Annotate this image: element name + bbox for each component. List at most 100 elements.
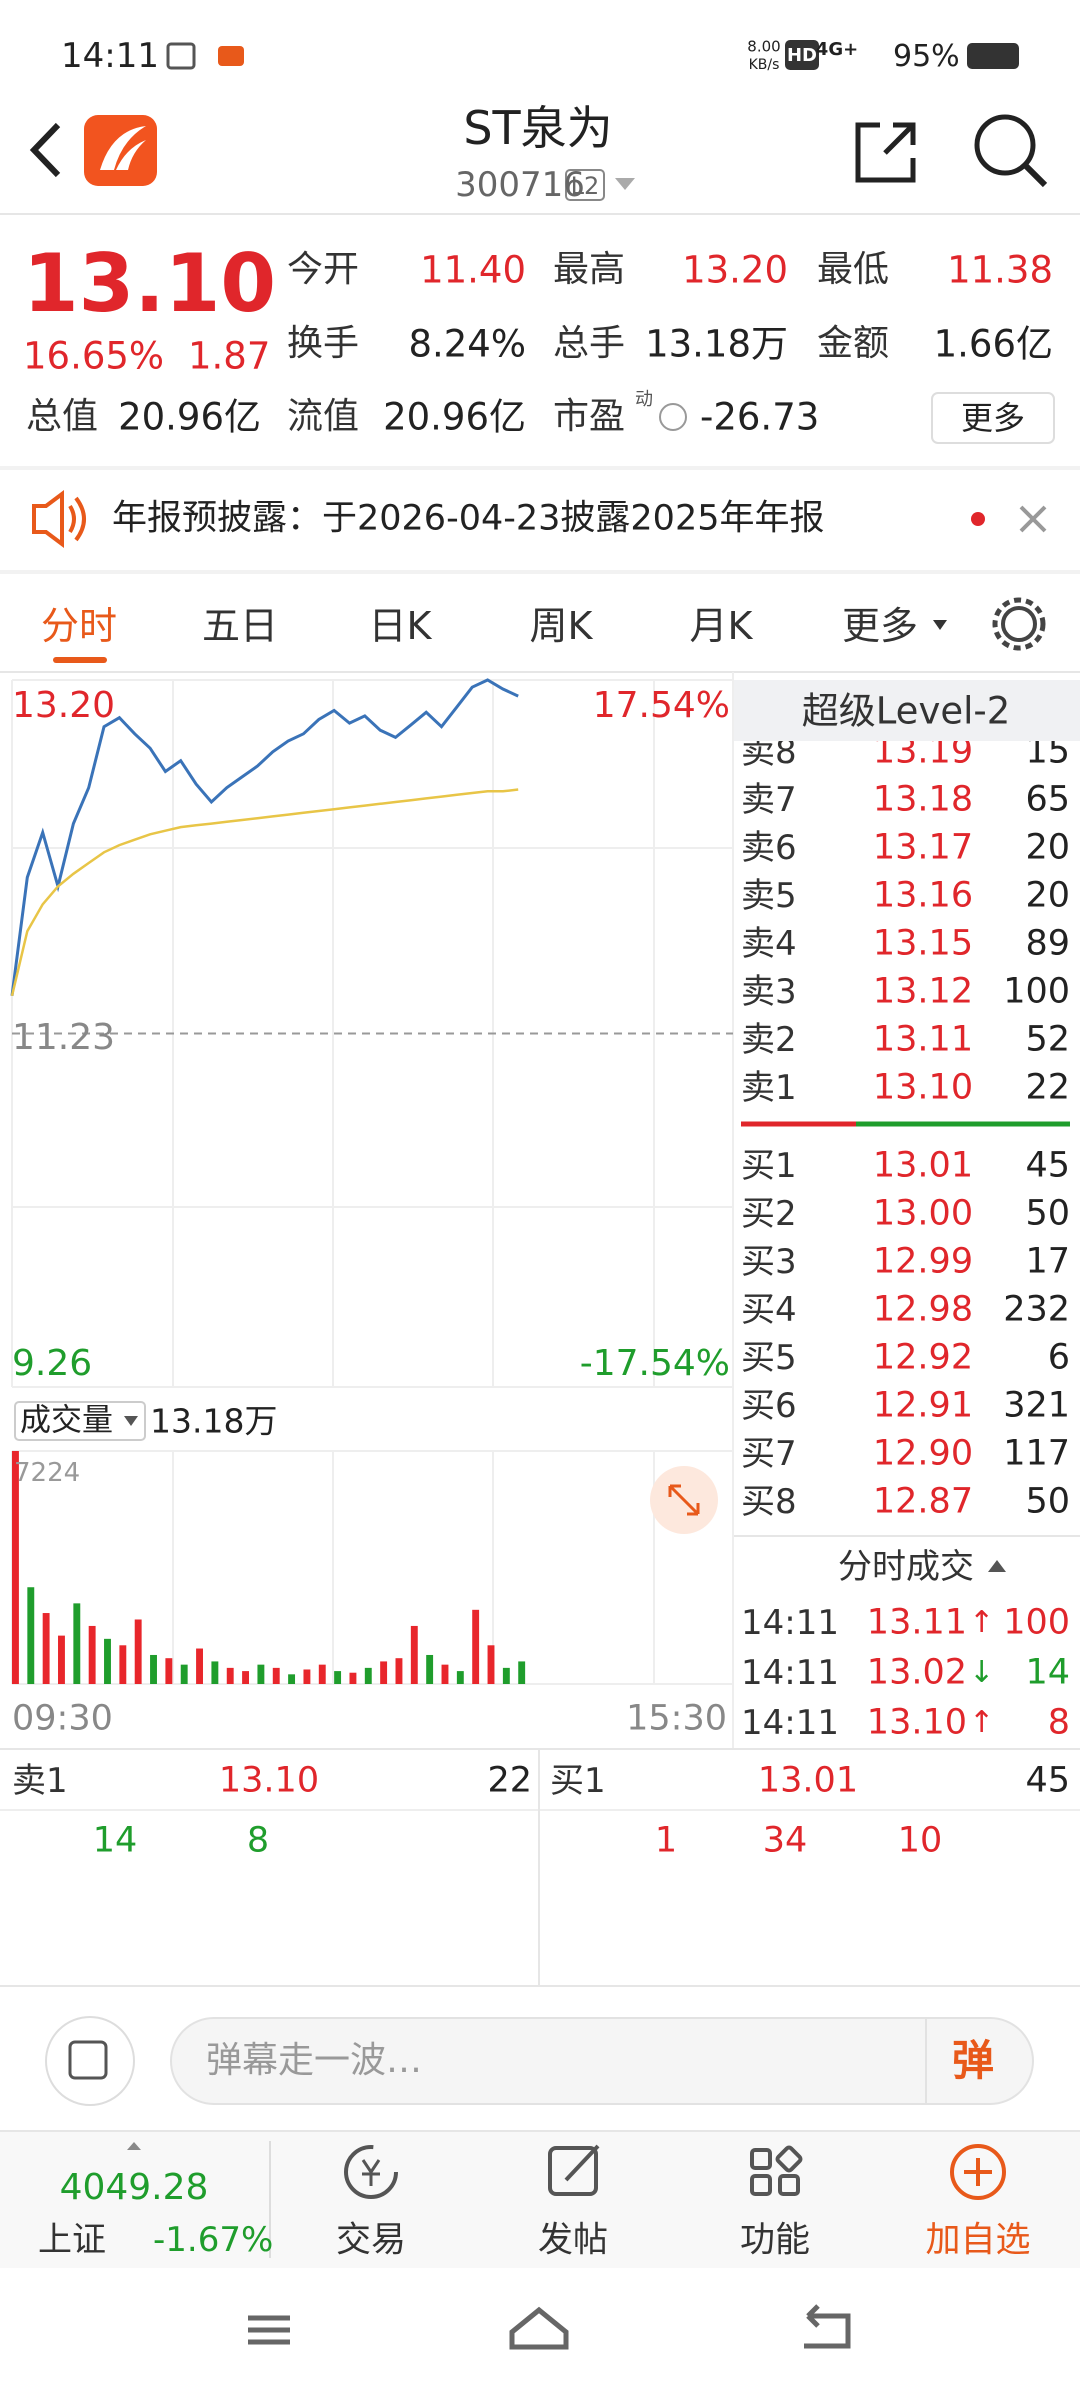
dropdown-arrow[interactable] [933, 620, 947, 630]
volume-bar [226, 1667, 234, 1684]
level-label: L2 [570, 172, 600, 200]
danmu-button[interactable]: 弹 [951, 2036, 995, 2085]
more-button-label[interactable]: 更多 [960, 399, 1026, 437]
stat-label: 总值 [26, 396, 99, 437]
tab[interactable]: 分时 [40, 604, 118, 648]
ask-price: 13.15 [872, 923, 974, 964]
volume-selector[interactable] [14, 1401, 146, 1441]
signal: 4G+ [815, 39, 859, 60]
queue-order: 1 [654, 1820, 678, 1861]
volume-label: 成交量 [20, 1402, 113, 1439]
ask-volume: 100 [1003, 971, 1070, 1012]
ask-volume: 22 [1025, 1067, 1070, 1108]
ask-label: 卖6 [741, 828, 797, 868]
queue-label: 卖1 [12, 1761, 68, 1801]
bid-volume: 45 [1025, 1145, 1070, 1186]
danmu-settings[interactable] [45, 2016, 135, 2106]
chart-frame [11, 672, 734, 1749]
tab[interactable]: 月K [689, 604, 753, 648]
trade-volume: 8 [1047, 1702, 1070, 1743]
index-arrow [127, 2142, 141, 2150]
y2-tick-label: 17.54% [592, 685, 730, 726]
expand-icon [668, 1484, 700, 1516]
y-tick-label: 13.20 [12, 685, 116, 726]
dropdown-arrow[interactable] [615, 178, 635, 190]
volume-bar [150, 1654, 157, 1684]
collapse-arrow[interactable] [988, 1560, 1006, 1572]
volume-bar [395, 1658, 403, 1684]
volume-bar [472, 1609, 480, 1684]
more-button[interactable] [931, 392, 1055, 444]
nav-item[interactable]: 功能 [739, 2220, 811, 2261]
volume-bar [257, 1664, 265, 1684]
system-back[interactable] [804, 2304, 851, 2349]
volume-tick-label: 7224 [14, 1458, 81, 1488]
nav-item[interactable]: 交易 [335, 2220, 407, 2261]
tab[interactable]: 更多 [841, 604, 919, 648]
stat-value: 1.66亿 [933, 322, 1053, 366]
system-menu[interactable] [248, 2315, 290, 2345]
bid-price: 12.92 [872, 1337, 974, 1378]
back-button[interactable] [29, 122, 61, 178]
volume-bar [288, 1674, 296, 1684]
bid-volume: 6 [1047, 1337, 1070, 1378]
tab[interactable]: 周K [529, 604, 593, 648]
danmu-settings-icon [68, 2040, 108, 2080]
status-icon [218, 46, 244, 66]
stat-label: 最低 [817, 249, 890, 290]
index-name: 上证 [38, 2220, 106, 2260]
volume-bar [334, 1671, 342, 1684]
speaker-icon [32, 490, 86, 548]
order-book-title: 超级Level-2 [801, 689, 1011, 733]
change-pct: 16.65% [23, 334, 165, 378]
ask-volume: 52 [1025, 1019, 1070, 1060]
bottom-nav [0, 2131, 1080, 2268]
bid-price: 12.90 [872, 1433, 974, 1474]
nav-item[interactable]: 加自选 [925, 2220, 1031, 2261]
trade-price: 13.10 [866, 1702, 967, 1743]
volume-bar [272, 1667, 280, 1684]
ask-list: 卖8 13.19 15 卖7 13.18 65 卖6 13.17 20 卖5 13.16 20 卖4 13… [733, 741, 1080, 1124]
ask-volume: 89 [1025, 923, 1070, 964]
stat-value: 11.38 [947, 248, 1053, 292]
stat-label: 总手 [553, 323, 626, 364]
trade-time: 14:11 [741, 1653, 839, 1693]
system-home[interactable] [509, 2306, 569, 2350]
bid-volume: 50 [1025, 1193, 1070, 1234]
nav-item[interactable]: 发帖 [537, 2220, 609, 2261]
close-button[interactable] [1019, 505, 1047, 533]
ask-volume: 20 [1025, 827, 1070, 868]
volume-bar [165, 1658, 173, 1684]
battery [967, 43, 1019, 69]
volume-bar [426, 1654, 434, 1684]
search-button[interactable] [974, 114, 1036, 176]
queue-price: 13.10 [218, 1760, 320, 1801]
trade-volume: 100 [1003, 1602, 1070, 1643]
settings-button[interactable] [1001, 606, 1037, 642]
ask-volume: 15 [1025, 741, 1070, 772]
stock-name: ST泉为 [463, 101, 613, 155]
tab[interactable]: 五日 [201, 604, 279, 648]
trade-arrow: ↑ [969, 1705, 995, 1740]
divider [0, 570, 1080, 574]
queue-order: 14 [92, 1820, 138, 1861]
trades-title[interactable]: 分时成交 [838, 1547, 974, 1587]
tab[interactable]: 日K [368, 604, 432, 648]
volume-bar [73, 1603, 81, 1684]
danmu-input[interactable] [170, 2017, 1034, 2105]
search-button-handle [1022, 162, 1048, 188]
volume-bar [242, 1671, 250, 1684]
share-button[interactable] [855, 122, 916, 183]
stat-value: 8.24% [408, 322, 526, 366]
volume-bar [502, 1667, 510, 1684]
volume-bar [380, 1661, 388, 1684]
stat-value: -26.73 [700, 395, 820, 439]
volume-bar [211, 1661, 219, 1684]
status-icon [166, 42, 196, 70]
trade-icon [344, 2145, 398, 2199]
notice-dot [971, 512, 985, 526]
pe-mark: 动 [635, 389, 653, 410]
volume-bar [364, 1667, 372, 1684]
bid-label: 买2 [741, 1194, 797, 1234]
